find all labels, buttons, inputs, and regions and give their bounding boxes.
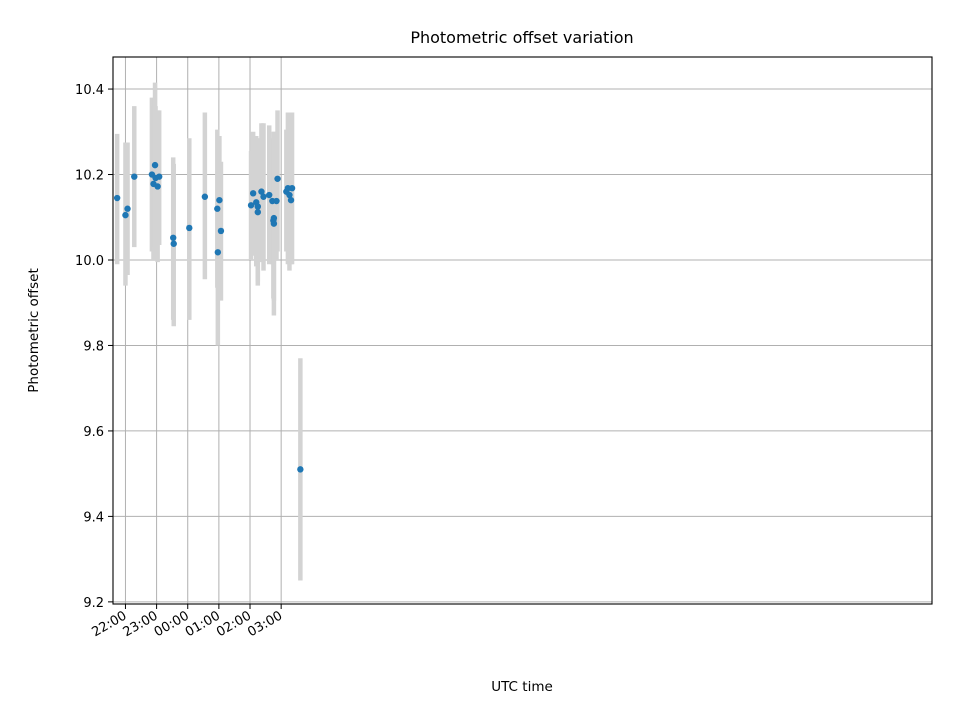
data-point [254, 203, 262, 210]
y-tick-label: 10.0 [75, 254, 104, 269]
y-tick-label: 9.2 [83, 596, 104, 611]
data-point [217, 227, 225, 235]
data-point [151, 161, 159, 169]
data-point [273, 197, 280, 205]
data-points [113, 161, 304, 473]
data-point [122, 211, 129, 219]
chart-title: Photometric offset variation [410, 28, 633, 47]
data-point [155, 173, 163, 180]
data-point [124, 205, 131, 212]
data-point [131, 173, 138, 180]
y-axis-label: Photometric offset [26, 268, 42, 392]
y-tick-label: 10.4 [75, 83, 104, 98]
data-point [260, 193, 267, 200]
data-point [270, 220, 278, 227]
y-axis-ticks: 9.2 9.4 9.6 9.8 10.0 10.2 10.4 [75, 83, 113, 611]
data-point [216, 196, 223, 204]
plot-area-background [113, 57, 932, 604]
data-point [154, 183, 161, 190]
data-point [270, 214, 278, 222]
data-point [297, 466, 304, 473]
data-point [266, 191, 273, 199]
data-point [286, 191, 293, 199]
data-point [186, 224, 193, 232]
y-tick-label: 9.8 [83, 339, 104, 354]
plot-frame [112, 56, 933, 605]
data-point [274, 175, 281, 182]
data-point [214, 205, 221, 212]
y-tick-label: 9.4 [83, 510, 104, 525]
data-point [254, 208, 262, 216]
data-point [258, 188, 265, 195]
data-point [247, 202, 255, 209]
data-point [113, 194, 121, 202]
y-tick-label: 9.6 [83, 425, 104, 440]
data-point [201, 193, 209, 200]
data-point [249, 190, 257, 197]
data-point [288, 184, 296, 192]
data-point [287, 196, 295, 204]
x-axis-label: UTC time [491, 679, 553, 695]
data-point [214, 249, 222, 256]
data-point [170, 234, 177, 241]
data-point [170, 240, 177, 247]
y-tick-label: 10.2 [75, 169, 104, 184]
